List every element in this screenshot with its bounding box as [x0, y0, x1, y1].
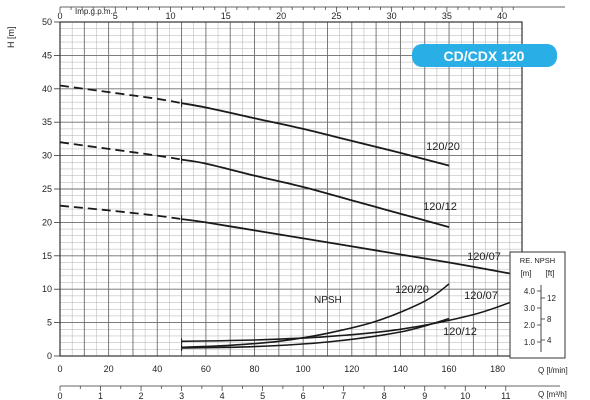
npsh-scale-unit-ft: [ft] — [546, 269, 555, 278]
y-tick-label: 30 — [42, 151, 52, 161]
y-tick-label: 45 — [42, 50, 52, 60]
bottom-axis: 0 20 40 60 80 100 120 140 160 180 0 1 2 3 4 5 6 7 8 9 10 11 — [57, 364, 560, 400]
x-tick-label: 20 — [104, 364, 114, 374]
head-curve-dashed-120-07 — [59, 204, 182, 220]
top-tick-label: 20 — [276, 11, 286, 21]
curve-label: 120/20 — [395, 284, 429, 296]
m3h-tick-label: 7 — [341, 391, 346, 400]
head-curve-120-07 — [181, 218, 523, 277]
head-curve-120-12 — [181, 158, 450, 228]
y-tick-label: 0 — [47, 351, 52, 361]
head-curve-dashed-120-12 — [59, 141, 182, 161]
m3h-tick-label: 5 — [260, 391, 265, 400]
npsh-label: NPSH — [314, 295, 342, 306]
curve-label: 120/12 — [423, 201, 457, 213]
x-tick-label: 40 — [152, 364, 162, 374]
npsh-m-tick-label: 3.0 — [524, 304, 536, 313]
top-axis: 0 5 10 15 20 25 30 35 40 — [57, 6, 565, 21]
head-curve-120-20 — [181, 102, 450, 167]
m3h-tick-label: 8 — [382, 391, 387, 400]
m3h-tick-label: 1 — [98, 391, 103, 400]
m3h-tick-label: 9 — [422, 391, 427, 400]
m3h-tick-label: 6 — [301, 391, 306, 400]
npsh-curve-120-07 — [181, 297, 523, 343]
top-axis-label: Imp.g.p.m. — [75, 7, 113, 16]
npsh-m-tick-label: 4.0 — [524, 287, 536, 296]
top-tick-label: 40 — [497, 11, 507, 21]
npsh-scale-box — [509, 251, 566, 359]
x-tick-label: 80 — [250, 364, 260, 374]
h-axis-label: H [m] — [6, 27, 16, 49]
y-tick-label: 25 — [42, 184, 52, 194]
top-tick-label: 5 — [113, 11, 118, 21]
m3h-tick-label: 4 — [220, 391, 225, 400]
left-axis: 0 5 10 15 20 25 30 35 40 45 50 — [42, 17, 60, 361]
x-tick-label: 140 — [393, 364, 408, 374]
x-axis-label-m3h: Q [m³/h] — [538, 390, 567, 399]
curve-label: 120/07 — [467, 251, 501, 263]
chart-title: CD/CDX 120 — [444, 48, 525, 64]
top-tick-label: 35 — [442, 11, 452, 21]
y-tick-label: 20 — [42, 217, 52, 227]
top-tick-label: 25 — [331, 11, 341, 21]
curves — [59, 84, 523, 351]
title-badge-bg — [412, 44, 557, 67]
npsh-scale-unit-m: [m] — [520, 269, 531, 278]
title-badge: CD/CDX 120 — [412, 44, 557, 67]
curve-label: 120/12 — [443, 326, 477, 338]
y-tick-label: 40 — [42, 84, 52, 94]
npsh-curve-120-12 — [181, 317, 450, 349]
m3h-tick-label: 2 — [139, 391, 144, 400]
npsh-m-tick-label: 2.0 — [524, 321, 536, 330]
npsh-curve-120-20 — [181, 283, 450, 349]
npsh-ft-tick-label: 4 — [547, 336, 552, 345]
npsh-ft-tick-label: 8 — [547, 315, 552, 324]
npsh-m-tick-label: 1.0 — [524, 338, 536, 347]
x-tick-label: 60 — [201, 364, 211, 374]
x-tick-label: 160 — [442, 364, 457, 374]
y-tick-label: 15 — [42, 251, 52, 261]
x-tick-label: 180 — [490, 364, 505, 374]
top-tick-label: 30 — [387, 11, 397, 21]
curve-labels: 120/20 120/12 120/07 120/20 120/07 120/12 — [395, 141, 501, 338]
x-axis-label-lmin: Q [l/min] — [538, 366, 568, 375]
npsh-scale: RE. NPSH [m] [ft] 4.0 3.0 2.0 1.0 12 8 4 — [509, 251, 566, 359]
curve-label: 120/07 — [464, 290, 498, 302]
x-tick-label: 0 — [57, 364, 62, 374]
curve-label: 120/20 — [426, 141, 460, 153]
x-tick-label: 100 — [296, 364, 311, 374]
npsh-ft-tick-label: 12 — [547, 294, 556, 303]
npsh-scale-header: RE. NPSH — [520, 256, 555, 265]
top-tick-label: 10 — [166, 11, 176, 21]
m3h-tick-label: 11 — [501, 391, 510, 400]
m3h-tick-label: 10 — [460, 391, 470, 400]
y-tick-label: 10 — [42, 284, 52, 294]
top-tick-label: 0 — [57, 11, 62, 21]
x-tick-label: 120 — [344, 364, 359, 374]
top-tick-label: 15 — [221, 11, 231, 21]
m3h-tick-label: 0 — [57, 391, 62, 400]
head-curve-dashed-120-20 — [59, 84, 182, 105]
y-tick-label: 50 — [42, 17, 52, 27]
y-tick-label: 35 — [42, 117, 52, 127]
m3h-tick-label: 3 — [179, 391, 184, 400]
y-tick-label: 5 — [47, 318, 52, 328]
